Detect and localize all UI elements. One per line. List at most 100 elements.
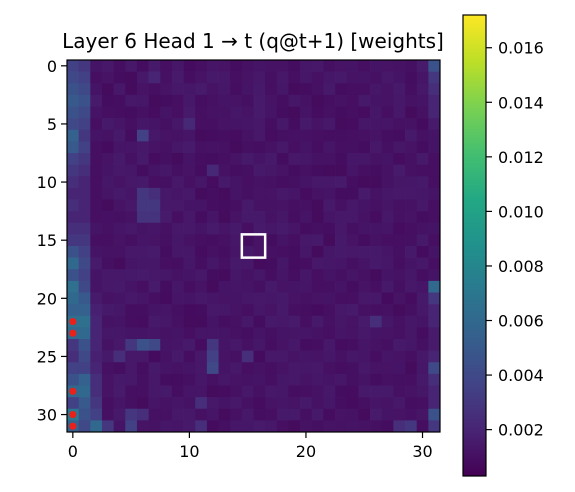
heatmap-cell-r13-c0 xyxy=(67,211,80,224)
heatmap-cell-r3-c7 xyxy=(148,94,161,107)
heatmap-cell-r28-c4 xyxy=(113,385,126,398)
heatmap-cell-r26-c15 xyxy=(241,362,254,375)
heatmap-cell-r30-c2 xyxy=(90,408,103,421)
heatmap-cell-r9-c10 xyxy=(183,164,196,177)
heatmap-cell-r25-c13 xyxy=(218,350,231,363)
heatmap-cell-r10-c26 xyxy=(370,176,383,189)
heatmap-cell-r14-c26 xyxy=(370,222,383,235)
heatmap-cell-r17-c2 xyxy=(90,257,103,270)
heatmap-cell-r13-c28 xyxy=(393,211,406,224)
heatmap-cell-r13-c14 xyxy=(230,211,243,224)
heatmap-cell-r13-c2 xyxy=(90,211,103,224)
heatmap-cell-r4-c12 xyxy=(206,106,219,119)
heatmap-cell-r15-c24 xyxy=(346,234,359,247)
heatmap-cell-r3-c20 xyxy=(300,94,313,107)
heatmap-cell-r22-c23 xyxy=(335,315,348,328)
heatmap-cell-r19-c1 xyxy=(78,280,91,293)
heatmap-cell-r22-c31 xyxy=(428,315,441,328)
heatmap-cell-r12-c24 xyxy=(346,199,359,212)
heatmap-cell-r21-c12 xyxy=(206,304,219,317)
heatmap-cell-r13-c9 xyxy=(171,211,184,224)
heatmap-cell-r24-c23 xyxy=(335,339,348,351)
heatmap-cell-r7-c18 xyxy=(276,141,289,154)
x-tick-label-30: 30 xyxy=(412,442,432,461)
heatmap-cell-r16-c13 xyxy=(218,246,231,258)
heatmap-cell-r9-c12 xyxy=(206,164,219,177)
heatmap-cell-r17-c18 xyxy=(276,257,289,270)
y-tick-label-30: 30 xyxy=(37,406,57,425)
heatmap-cell-r6-c12 xyxy=(206,129,219,142)
heatmap-cell-r12-c18 xyxy=(276,199,289,212)
heatmap-cell-r30-c18 xyxy=(276,408,289,421)
heatmap-cell-r6-c25 xyxy=(358,129,371,142)
heatmap-cell-r12-c16 xyxy=(253,199,266,212)
heatmap-cell-r12-c23 xyxy=(335,199,348,212)
heatmap-cell-r26-c13 xyxy=(218,362,231,375)
heatmap-cell-r11-c5 xyxy=(125,187,138,200)
heatmap-cell-r8-c18 xyxy=(276,153,289,165)
heatmap-cell-r10-c19 xyxy=(288,176,301,189)
heatmap-cell-r1-c29 xyxy=(405,71,418,84)
y-axis: 0 5 10 15 20 25 30 xyxy=(37,57,67,425)
heatmap-cell-r30-c16 xyxy=(253,408,266,421)
heatmap-cell-r29-c5 xyxy=(125,397,138,410)
heatmap-cell-r29-c20 xyxy=(300,397,313,410)
heatmap-cell-r10-c13 xyxy=(218,176,231,189)
heatmap-cell-r31-c15 xyxy=(241,420,254,433)
heatmap-cell-r3-c15 xyxy=(241,94,254,107)
heatmap-cell-r12-c6 xyxy=(136,199,149,212)
heatmap-cell-r23-c17 xyxy=(265,327,278,340)
heatmap-cell-r31-c16 xyxy=(253,420,266,433)
heatmap-cell-r20-c24 xyxy=(346,292,359,305)
heatmap-cell-r23-c28 xyxy=(393,327,406,340)
heatmap-cell-r20-c20 xyxy=(300,292,313,305)
heatmap-cell-r8-c2 xyxy=(90,153,103,165)
heatmap-cell-r18-c20 xyxy=(300,269,313,282)
heatmap-cell-r21-c1 xyxy=(78,304,91,317)
heatmap-cell-r7-c19 xyxy=(288,141,301,154)
heatmap-cell-r12-c22 xyxy=(323,199,336,212)
heatmap-cell-r5-c17 xyxy=(265,118,278,131)
heatmap-cell-r26-c10 xyxy=(183,362,196,375)
heatmap-cell-r2-c22 xyxy=(323,83,336,96)
heatmap-cell-r1-c11 xyxy=(195,71,208,84)
heatmap-cell-r1-c28 xyxy=(393,71,406,84)
heatmap-cell-r23-c26 xyxy=(370,327,383,340)
heatmap-cell-r10-c21 xyxy=(311,176,324,189)
heatmap-cell-r21-c8 xyxy=(160,304,173,317)
heatmap-cell-r21-c30 xyxy=(416,304,429,317)
heatmap-cell-r24-c15 xyxy=(241,339,254,351)
heatmap-cell-r11-c9 xyxy=(171,187,184,200)
heatmap-cell-r15-c15 xyxy=(241,234,254,247)
heatmap-cell-r3-c8 xyxy=(160,94,173,107)
heatmap-cell-r24-c31 xyxy=(428,339,441,351)
colorbar xyxy=(462,14,487,477)
heatmap-cell-r5-c25 xyxy=(358,118,371,131)
heatmap-cell-r6-c29 xyxy=(405,129,418,142)
heatmap-cell-r5-c29 xyxy=(405,118,418,131)
heatmap-cell-r28-c13 xyxy=(218,385,231,398)
heatmap-cell-r13-c8 xyxy=(160,211,173,224)
heatmap-cell-r11-c12 xyxy=(206,187,219,200)
heatmap-cell-r6-c23 xyxy=(335,129,348,142)
heatmap-cell-r22-c24 xyxy=(346,315,359,328)
heatmap-cell-r29-c16 xyxy=(253,397,266,410)
heatmap-cell-r1-c27 xyxy=(381,71,394,84)
heatmap-cell-r4-c25 xyxy=(358,106,371,119)
heatmap-cell-r6-c19 xyxy=(288,129,301,142)
heatmap-cell-r26-c12 xyxy=(206,362,219,375)
heatmap-cell-r19-c16 xyxy=(253,280,266,293)
heatmap-cell-r2-c11 xyxy=(195,83,208,96)
heatmap-cell-r12-c9 xyxy=(171,199,184,212)
heatmap-cell-r28-c16 xyxy=(253,385,266,398)
heatmap-cell-r21-c5 xyxy=(125,304,138,317)
heatmap-cell-r14-c14 xyxy=(230,222,243,235)
heatmap-cell-r7-c23 xyxy=(335,141,348,154)
heatmap-cell-r18-c15 xyxy=(241,269,254,282)
heatmap-cell-r22-c3 xyxy=(101,315,114,328)
heatmap-cell-r0-c7 xyxy=(148,60,161,72)
heatmap-cell-r6-c18 xyxy=(276,129,289,142)
heatmap-cell-r7-c14 xyxy=(230,141,243,154)
heatmap-cell-r29-c13 xyxy=(218,397,231,410)
heatmap-cell-r23-c8 xyxy=(160,327,173,340)
